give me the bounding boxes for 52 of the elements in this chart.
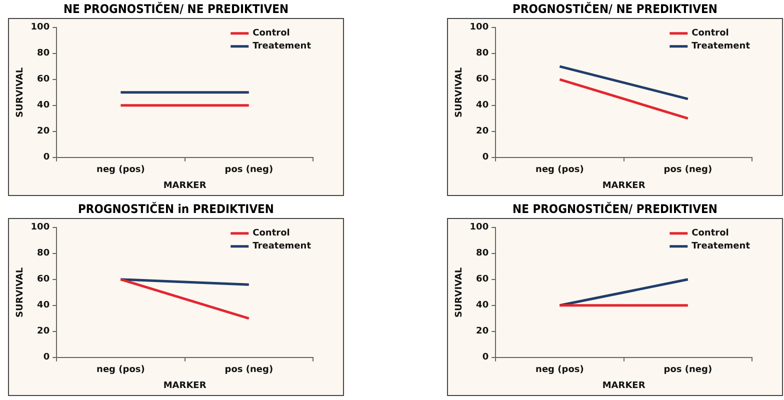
x-tick-label: neg (pos) — [96, 365, 145, 376]
legend-label: Control — [692, 28, 729, 39]
y-tick-label: 20 — [37, 326, 50, 337]
y-axis-title: SURVIVAL — [454, 267, 465, 318]
y-tick-label: 100 — [470, 22, 489, 33]
y-tick-label: 20 — [476, 326, 489, 337]
y-tick-label: 60 — [37, 274, 50, 285]
y-tick-label: 60 — [37, 74, 50, 85]
x-tick-label: neg (pos) — [96, 165, 145, 176]
y-tick-label: 60 — [476, 274, 489, 285]
y-tick-label: 60 — [476, 74, 489, 85]
legend-label: Treatement — [692, 42, 751, 52]
legend-label: Control — [252, 228, 290, 239]
y-tick-label: 20 — [476, 126, 489, 137]
legend-label: Control — [692, 228, 729, 239]
y-tick-label: 0 — [482, 352, 489, 363]
x-tick-label: pos (neg) — [664, 365, 712, 376]
x-axis-title: MARKER — [163, 180, 206, 191]
x-axis-title: MARKER — [602, 380, 646, 391]
y-tick-label: 80 — [476, 48, 489, 59]
y-tick-label: 80 — [37, 248, 50, 259]
y-tick-label: 100 — [470, 222, 489, 233]
x-tick-label: pos (neg) — [664, 165, 712, 176]
y-axis-title: SURVIVAL — [16, 267, 26, 318]
y-tick-label: 20 — [37, 126, 50, 137]
chart-title: PROGNOSTIČEN in PREDIKTIVEN — [77, 202, 275, 218]
y-tick-label: 80 — [37, 48, 50, 59]
legend-label: Control — [252, 28, 290, 39]
y-tick-label: 100 — [30, 222, 50, 233]
x-tick-label: neg (pos) — [536, 165, 584, 176]
y-tick-label: 100 — [30, 22, 50, 33]
y-tick-label: 40 — [476, 300, 489, 311]
chart-title: NE PROGNOSTIČEN/ NE PREDIKTIVEN — [62, 2, 290, 18]
x-tick-label: pos (neg) — [224, 165, 274, 176]
legend-label: Treatement — [252, 242, 312, 252]
y-tick-label: 40 — [37, 300, 50, 311]
legend-label: Treatement — [692, 242, 751, 252]
x-axis-title: MARKER — [163, 380, 206, 391]
y-tick-label: 0 — [43, 352, 50, 363]
y-tick-label: 0 — [482, 152, 489, 163]
y-tick-label: 40 — [476, 100, 489, 111]
x-tick-label: neg (pos) — [536, 365, 584, 376]
legend-label: Treatement — [252, 42, 312, 52]
y-axis-title: SURVIVAL — [454, 67, 465, 118]
chart-title: PROGNOSTIČEN/ NE PREDIKTIVEN — [512, 2, 718, 18]
chart-title: NE PROGNOSTIČEN/ PREDIKTIVEN — [512, 202, 718, 218]
y-tick-label: 80 — [476, 248, 489, 259]
y-tick-label: 0 — [43, 152, 50, 163]
y-axis-title: SURVIVAL — [16, 67, 26, 118]
x-axis-title: MARKER — [602, 180, 646, 191]
x-tick-label: pos (neg) — [224, 365, 274, 376]
y-tick-label: 40 — [37, 100, 50, 111]
